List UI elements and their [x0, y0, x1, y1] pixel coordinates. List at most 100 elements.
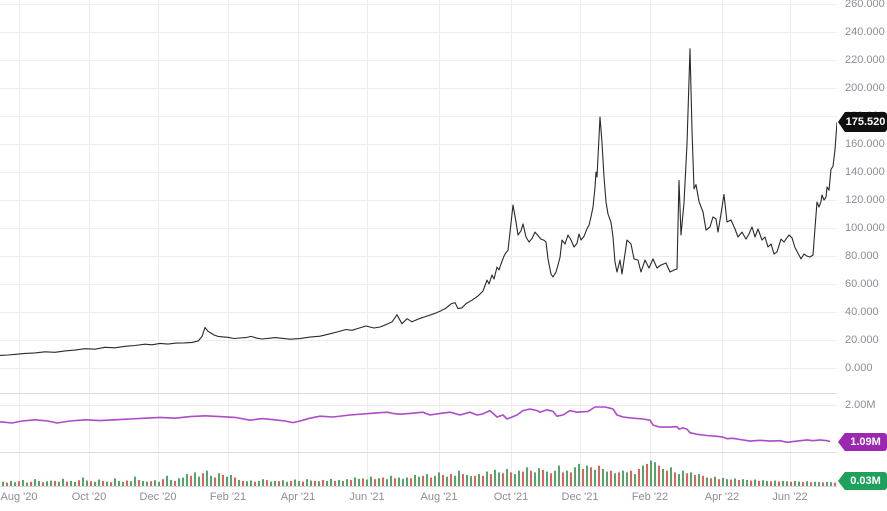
volume-bar-up	[774, 480, 776, 486]
volume-bar-up	[526, 467, 528, 486]
volume-bar-up	[310, 480, 312, 486]
volume-bar-up	[642, 465, 644, 486]
volume-bar-up	[122, 481, 124, 486]
volume-bar-up	[26, 482, 28, 486]
volume-bar-down	[430, 477, 432, 486]
volume-bar-up	[762, 480, 764, 486]
x-axis-tick: Apr '22	[704, 491, 740, 503]
volume-bar-up	[826, 481, 828, 486]
indicator-value-badge: 1.09M	[838, 433, 887, 451]
volume-bar-up	[306, 479, 308, 486]
volume-bar-down	[102, 480, 104, 486]
volume-bar-up	[134, 476, 136, 486]
volume-bar-up	[146, 481, 148, 486]
y-axis-tick: 120.000	[845, 194, 885, 206]
x-axis-tick: Aug '21	[420, 491, 458, 503]
volume-bar-up	[198, 476, 200, 486]
volume-bar-down	[630, 470, 632, 486]
volume-bar-down	[126, 480, 128, 486]
volume-bar-down	[802, 481, 804, 486]
volume-bar-up	[62, 478, 64, 486]
volume-bar-down	[702, 475, 704, 486]
volume-bar-up	[654, 462, 656, 486]
volume-bar-up	[58, 481, 60, 486]
x-axis-tick: Jun '22	[772, 491, 808, 503]
x-axis-tick: Aug '20	[0, 491, 38, 503]
volume-bar-up	[70, 480, 72, 486]
volume-bar-down	[66, 481, 68, 486]
volume-bar-down	[150, 481, 152, 486]
volume-bar-down	[562, 472, 564, 486]
volume-bar-up	[402, 478, 404, 486]
volume-bar-up	[498, 472, 500, 486]
volume-bar-down	[638, 469, 640, 486]
volume-bar-up	[478, 474, 480, 486]
volume-bar-up	[818, 482, 820, 486]
volume-bar-down	[138, 480, 140, 486]
volume-bar-up	[378, 478, 380, 486]
volume-bar-down	[382, 477, 384, 486]
volume-bar-down	[290, 480, 292, 486]
volume-bar-down	[530, 470, 532, 486]
volume-bar-up	[514, 474, 516, 486]
volume-bar-up	[230, 474, 232, 486]
volume-bar-up	[438, 472, 440, 486]
volume-bar-down	[422, 475, 424, 486]
volume-bar-up	[82, 477, 84, 486]
indicator-line	[0, 406, 831, 444]
volume-bar-up	[194, 472, 196, 486]
volume-bar-up	[238, 480, 240, 486]
volume-bar-up	[186, 474, 188, 486]
volume-bar-up	[726, 479, 728, 486]
volume-bar-up	[294, 479, 296, 486]
volume-bar-up	[326, 480, 328, 486]
chart-canvas[interactable]	[0, 0, 887, 487]
x-axis-tick: Dec '20	[139, 491, 177, 503]
volume-bar-down	[190, 475, 192, 486]
volume-bar-down	[6, 482, 8, 486]
volume-bar-up	[262, 479, 264, 486]
volume-bar-up	[614, 473, 616, 486]
volume-bar-up	[546, 471, 548, 486]
volume-bar-up	[330, 478, 332, 486]
y-axis-tick: 260.000	[845, 0, 885, 10]
volume-bar-up	[346, 479, 348, 486]
volume-bar-down	[738, 480, 740, 486]
volume-bar-up	[178, 478, 180, 486]
y-axis-tick: 200.000	[845, 82, 885, 94]
volume-bar-up	[414, 474, 416, 486]
volume-bar-down	[442, 474, 444, 486]
volume-bar-up	[578, 463, 580, 486]
volume-bar-up	[366, 479, 368, 486]
volume-bar-up	[606, 471, 608, 486]
volume-bar-up	[706, 477, 708, 486]
volume-bar-up	[154, 480, 156, 486]
volume-bar-up	[766, 480, 768, 486]
last-price-badge: 175.520	[838, 112, 887, 132]
volume-bar-up	[354, 477, 356, 486]
x-axis-tick: Oct '21	[493, 491, 529, 503]
x-axis-tick: Dec '21	[561, 491, 599, 503]
volume-bar-down	[694, 474, 696, 486]
volume-bar-up	[406, 477, 408, 486]
volume-bar-up	[114, 478, 116, 486]
volume-bar-up	[166, 475, 168, 486]
volume-bar-down	[550, 473, 552, 486]
volume-bar-up	[338, 480, 340, 486]
volume-bar-up	[418, 476, 420, 486]
volume-bar-up	[86, 480, 88, 486]
volume-bar-up	[46, 481, 48, 486]
x-axis-tick: Feb '22	[631, 491, 669, 503]
volume-bar-up	[318, 481, 320, 486]
y-axis-tick: 240.000	[845, 26, 885, 38]
time-axis[interactable]	[0, 487, 887, 511]
volume-bar-up	[830, 482, 832, 486]
volume-bar-up	[798, 481, 800, 486]
volume-bar-up	[2, 481, 4, 486]
volume-bar-down	[450, 474, 452, 486]
volume-bar-up	[458, 470, 460, 486]
y-axis-tick: 40.000	[845, 306, 879, 318]
volume-bar-down	[710, 478, 712, 486]
price-axis[interactable]	[837, 0, 887, 487]
volume-bar-up	[426, 474, 428, 486]
